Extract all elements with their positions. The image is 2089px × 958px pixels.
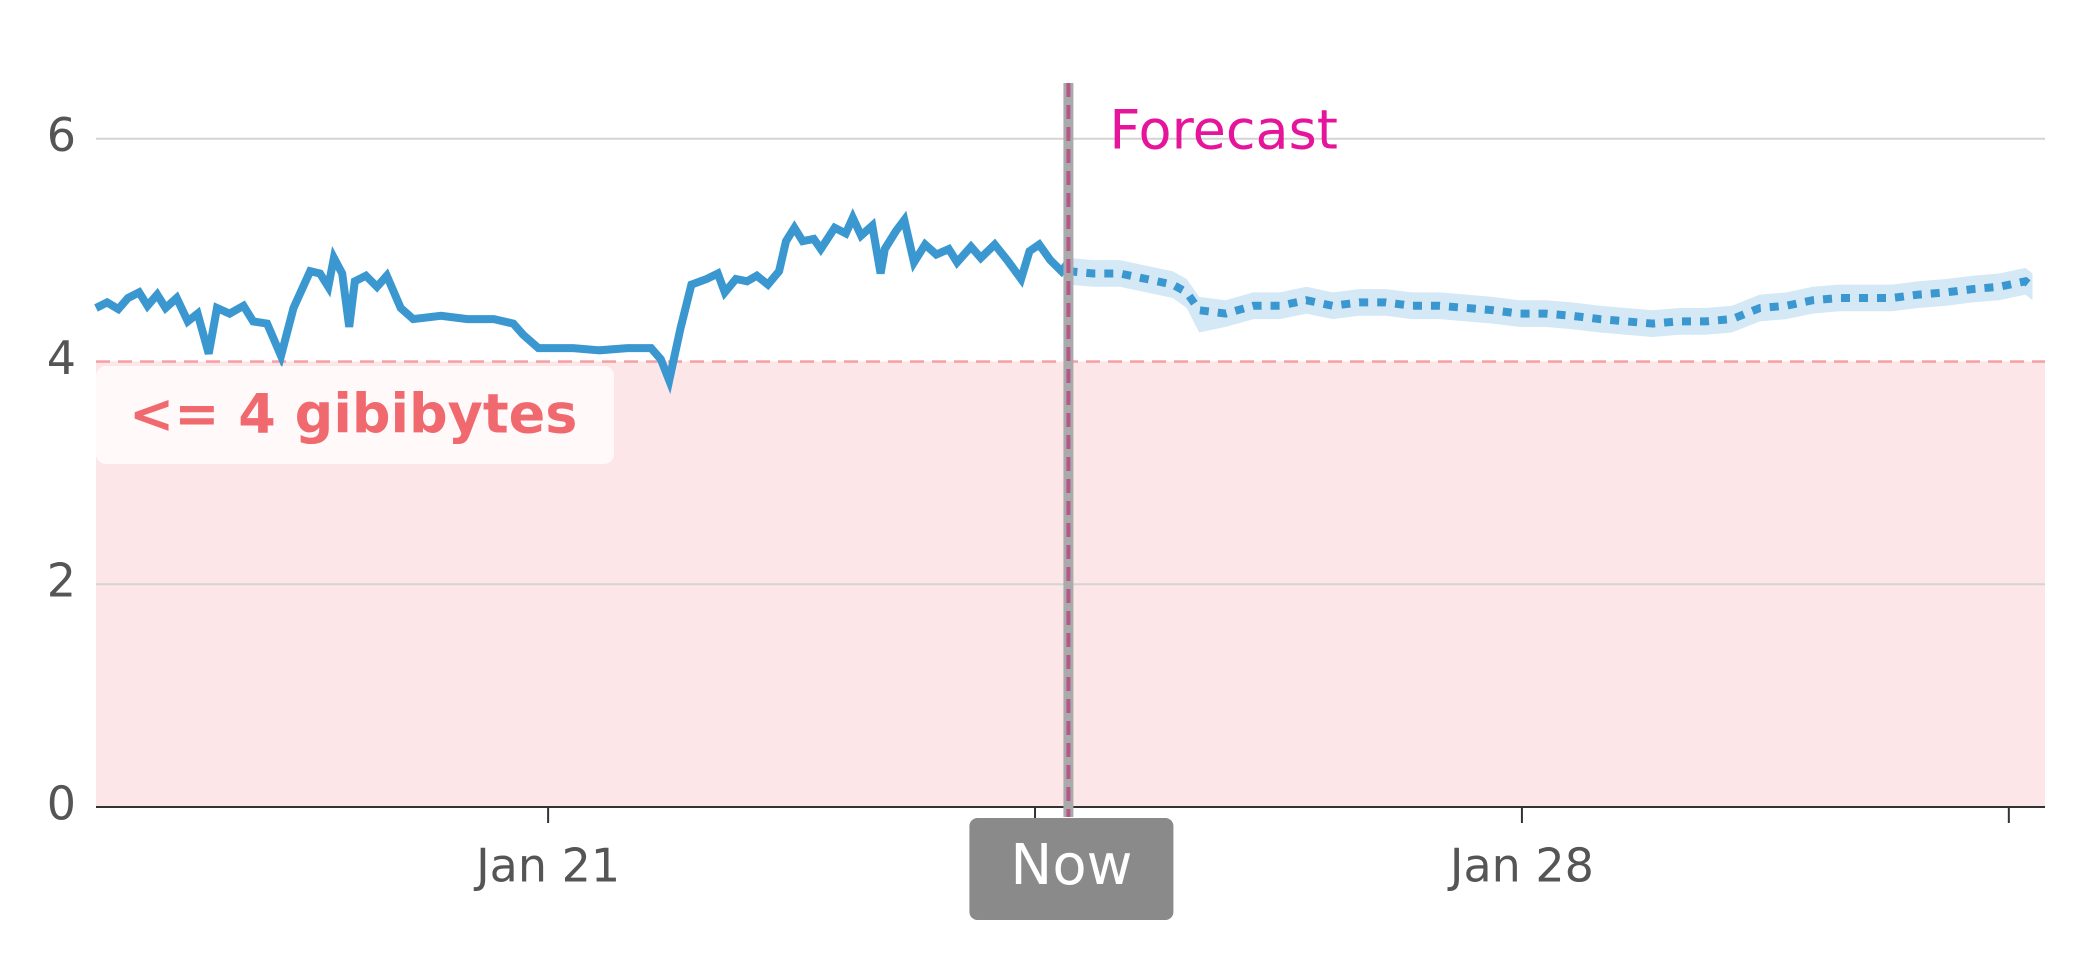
forecast-band bbox=[1068, 257, 2033, 337]
y-tick-label: 0 bbox=[47, 777, 76, 831]
threshold-label-box bbox=[96, 366, 614, 464]
forecast-line bbox=[1068, 267, 2035, 328]
y-tick-label: 6 bbox=[47, 108, 76, 162]
x-tick-label: Jan 28 bbox=[1447, 839, 1594, 893]
threshold-label: <= 4 gibibytes bbox=[129, 383, 577, 446]
history-line bbox=[94, 208, 1072, 395]
forecast-label: Forecast bbox=[1109, 99, 1338, 162]
now-label: Now bbox=[1010, 833, 1132, 898]
x-tick-label: Jan 21 bbox=[473, 839, 620, 893]
y-tick-label: 4 bbox=[47, 331, 76, 385]
now-badge bbox=[969, 818, 1174, 920]
y-tick-label: 2 bbox=[47, 554, 76, 608]
